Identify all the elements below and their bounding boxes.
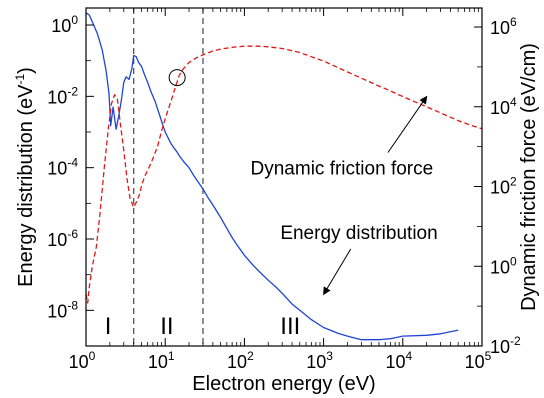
- y-axis-left-label-sup: -1: [13, 74, 27, 85]
- x-tick-label: 103: [306, 349, 333, 372]
- highlight-circle: [168, 69, 186, 87]
- y-axis-left-label-close: ): [15, 67, 37, 74]
- y-axis-left-label: Energy distribution (eV-1): [13, 67, 37, 287]
- y-left-tick-label: 10-8: [47, 298, 78, 321]
- x-tick-label: 102: [227, 349, 254, 372]
- y-right-tick-label: 102: [490, 175, 517, 198]
- y-right-tick-label: 106: [490, 15, 517, 38]
- annotation-arrow: [323, 248, 352, 296]
- x-axis-label: Electron energy (eV): [192, 373, 375, 395]
- data-layer: [85, 8, 483, 346]
- region-label: I: [105, 313, 112, 340]
- y-left-tick-label: 10-2: [47, 84, 78, 107]
- y-left-tick-label: 10-4: [47, 156, 78, 179]
- y-left-tick-label: 100: [51, 13, 78, 36]
- annotation-text: Dynamic friction force: [251, 159, 434, 180]
- x-tick-label: 100: [69, 349, 96, 372]
- x-tick-label: 101: [148, 349, 175, 372]
- y-right-tick-label: 100: [490, 254, 517, 277]
- x-tick-label: 104: [385, 349, 412, 372]
- x-tick-label: 105: [465, 349, 492, 372]
- y-axis-left-label-main: Energy distribution (eV: [15, 84, 37, 287]
- y-right-tick-label: 104: [490, 95, 517, 118]
- region-label: II: [160, 313, 173, 340]
- y-right-tick-label: 10-2: [490, 334, 521, 357]
- region-label: III: [280, 313, 300, 340]
- tick-layer: 100 101 102 103 104 105 100 10-2 10-4 10-6 10-8 106…: [47, 8, 521, 372]
- plot-frame: [85, 7, 483, 347]
- y-left-tick-label: 10-6: [47, 227, 78, 250]
- series-line-dynamic-friction-force: [85, 45, 483, 304]
- annotation-arrow: [387, 95, 428, 153]
- series-line-energy-distribution: [85, 12, 459, 341]
- annotation-text: Energy distribution: [280, 223, 437, 244]
- y-axis-right-label: Dynamic friction force (eV/cm): [518, 43, 540, 311]
